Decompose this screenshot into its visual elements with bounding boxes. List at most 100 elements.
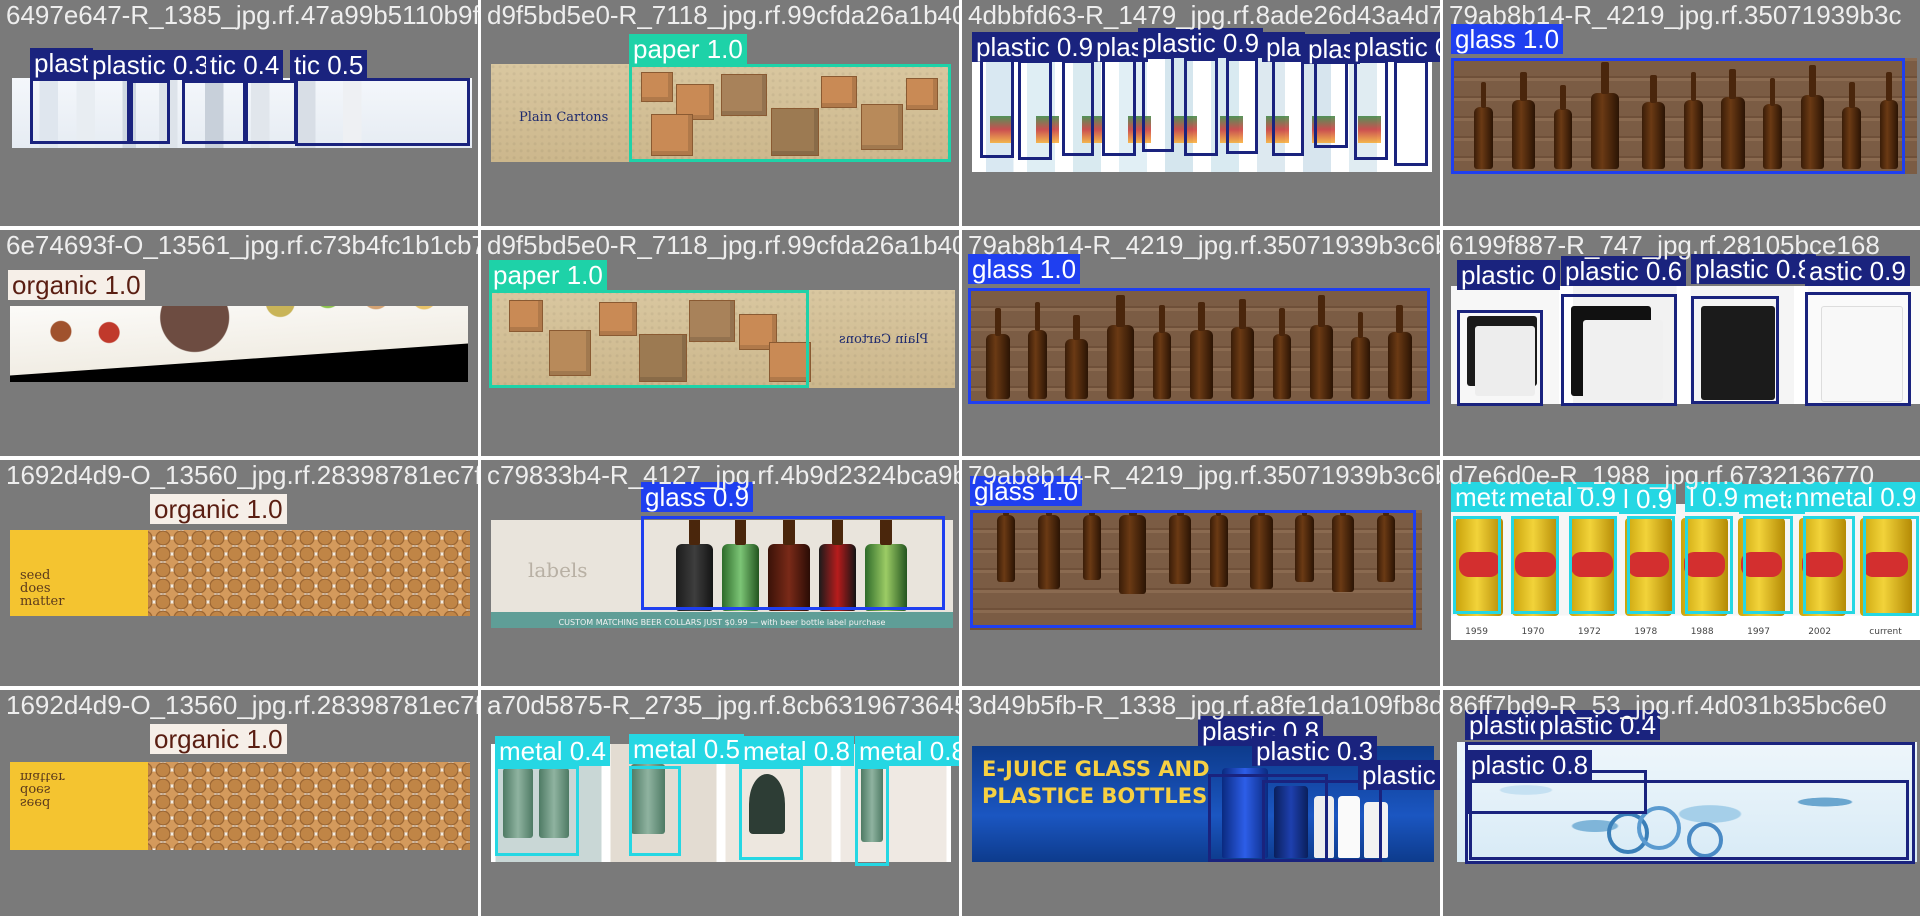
- photo-cartons: Plain Cartons: [491, 64, 951, 162]
- photo-ejuice-bottles: E-JUICE GLASS AND PLASTICE BOTTLES: [972, 746, 1434, 862]
- year-label: 2002: [1808, 627, 1832, 638]
- detection-label-organic: organic 1.0: [150, 724, 287, 754]
- detection-label-plastic: plastic 0.9: [1138, 28, 1264, 58]
- year-label: 1988: [1690, 627, 1714, 638]
- detection-label-glass: glass 1.0: [968, 254, 1081, 284]
- detection-box-glass: [970, 510, 1416, 628]
- detection-box-metal: [855, 766, 889, 866]
- seed-does-matter-text: seed does matter: [20, 769, 65, 810]
- image-filename: 6e74693f-O_13561_jpg.rf.c73b4fc1b1cb73db…: [6, 230, 478, 260]
- mosaic-tile: organic 1.0 6e74693f-O_13561_jpg.rf.c73b…: [0, 230, 478, 456]
- detection-label-glass: glass 0.9: [641, 482, 754, 512]
- mosaic-tile: glass 1.0 79ab8b14-R_4219_jpg.rf.3507193…: [962, 230, 1440, 456]
- detection-box-plastic: [1561, 294, 1677, 406]
- detection-box-metal: [1627, 516, 1675, 614]
- ejuice-headline: E-JUICE GLASS AND: [982, 757, 1210, 781]
- mosaic-tile: glass 1.0 79ab8b14-R_4219_jpg.rf.3507193…: [962, 460, 1440, 686]
- detection-box-metal: [629, 766, 681, 856]
- detection-box-plastic: [295, 78, 470, 146]
- detection-box-plastic: [1805, 292, 1911, 406]
- photo-squirt-cans: 1959 1970 1972 1978 1988 1997 2002 curre…: [1451, 504, 1920, 640]
- detection-label-plastic: plastic 0.: [1358, 760, 1440, 790]
- detection-box-glass: [968, 288, 1430, 404]
- detection-label-plastic: plastic 0.6: [1561, 256, 1687, 286]
- detection-label-paper: paper 1.0: [489, 260, 607, 290]
- image-filename: 6497e647-R_1385_jpg.rf.47a99b5110b9f59b5…: [6, 0, 478, 30]
- photo-plastic-bags: [1451, 286, 1920, 404]
- detection-label-plastic: tic 0.5: [290, 50, 368, 80]
- ejuice-headline: PLASTICE BOTTLES: [982, 784, 1208, 808]
- detection-box-plastic: [1142, 56, 1174, 152]
- detection-box-plastic: [245, 80, 297, 144]
- detection-label-metal: metal 0.8: [739, 736, 854, 766]
- image-filename: 79ab8b14-R_4219_jpg.rf.35071939b3c6b9f: [968, 230, 1440, 260]
- detection-box-plastic: [1354, 60, 1388, 160]
- detection-box-plastic: [1469, 780, 1909, 860]
- beer-collars-caption: CUSTOM MATCHING BEER COLLARS JUST $0.99 …: [558, 618, 886, 627]
- detection-label-plastic: plastic 0.4: [1535, 710, 1661, 740]
- plain-cartons-text: Plain Cartons: [519, 110, 609, 125]
- labels-word: labels: [527, 557, 588, 582]
- detection-label-plastic: pla: [1262, 32, 1305, 62]
- mosaic-tile: seed does matter organic 1.0 1692d4d9-O_…: [0, 690, 478, 916]
- detection-label-plastic: plastic 0.3: [1252, 736, 1378, 766]
- detection-label-plastic: tic 0.4: [206, 50, 284, 80]
- detection-box-plastic: [1184, 58, 1218, 156]
- detection-box-plastic: [980, 58, 1014, 158]
- photo-spices: [10, 306, 468, 382]
- photo-chickpeas: seed does matter: [10, 530, 470, 616]
- year-label: 1970: [1521, 627, 1545, 638]
- detection-box-plastic: [1018, 60, 1052, 160]
- detection-box-plastic: [1394, 60, 1428, 166]
- photo-beer-bottles: [968, 288, 1430, 404]
- detection-box-plastic: [1691, 296, 1779, 404]
- detection-box-metal: [1511, 516, 1559, 614]
- image-filename: 79ab8b14-R_4219_jpg.rf.35071939b3c6b9f: [968, 460, 1440, 490]
- detection-box-metal: [1863, 516, 1919, 616]
- image-filename: 86ff7bd9-R_53_jpg.rf.4d031b35bc6e0: [1449, 690, 1887, 720]
- image-filename: d9f5bd5e0-R_7118_jpg.rf.99cfda26a1b40a9b: [487, 0, 959, 30]
- year-label: 1959: [1465, 627, 1488, 638]
- detection-label-metal: metal 0.9: [1505, 482, 1620, 512]
- detection-box-plastic: [1314, 60, 1348, 148]
- detection-label-plastic: plastic 0.9: [972, 32, 1098, 62]
- detection-label-plastic: plastic: [1465, 710, 1547, 740]
- mosaic-tile: Plain Cartons paper 1.0 d9f5bd5e0-R_7118…: [481, 0, 959, 226]
- detection-box-paper: [629, 64, 951, 162]
- image-filename: c79833b4-R_4127_jpg.rf.4b9d2324bca9b0b8: [487, 460, 959, 490]
- mosaic-tile: plastic plastic 0.4 plastic 0.8 86ff7bd9…: [1443, 690, 1920, 916]
- plain-cartons-text: Plain Cartons: [839, 332, 929, 347]
- photo-chickpeas-flipped: seed does matter: [10, 762, 470, 850]
- year-label: 1997: [1747, 627, 1770, 638]
- mosaic-tile: labels CUSTOM MATCHING BEER COLLARS JUST…: [481, 460, 959, 686]
- mosaic-tile: 1959 1970 1972 1978 1988 1997 2002 curre…: [1443, 460, 1920, 686]
- detection-label-plastic: plastic 0: [1350, 32, 1440, 62]
- detection-box-metal: [1569, 516, 1617, 614]
- detection-box-plastic: [1062, 60, 1094, 156]
- detection-label-metal: metal 0.8: [855, 736, 959, 766]
- detection-label-plastic: plast: [30, 48, 93, 78]
- detection-box-metal: [495, 766, 579, 856]
- photo-beer-labels: labels CUSTOM MATCHING BEER COLLARS JUST…: [491, 520, 953, 628]
- detection-label-metal: nmetal 0.9: [1791, 482, 1920, 512]
- detection-label-organic: organic 1.0: [150, 494, 287, 524]
- image-filename: 6199f887-R_747_jpg.rf.28105bce168: [1449, 230, 1880, 260]
- detection-box-plastic: [1226, 58, 1258, 154]
- mosaic-tile: seed does matter organic 1.0 1692d4d9-O_…: [0, 460, 478, 686]
- image-filename: 3d49b5fb-R_1338_jpg.rf.a8fe1da109fb8d6f5…: [968, 690, 1440, 720]
- mosaic-tile: E-JUICE GLASS AND PLASTICE BOTTLES plast…: [962, 690, 1440, 916]
- photo-cartons-flipped: Plain Cartons: [489, 290, 955, 388]
- detection-label-glass: glass 1.0: [1451, 24, 1564, 54]
- detection-box-plastic: [182, 80, 246, 144]
- detection-label-organic: organic 1.0: [8, 270, 145, 300]
- mosaic-tile: glass 1.0 79ab8b14-R_4219_jpg.rf.3507193…: [1443, 0, 1920, 226]
- detection-label-plastic: plastic 0.8: [1691, 254, 1817, 284]
- detection-box-plastic: [130, 80, 170, 144]
- detection-label-metal: metal 0.4: [495, 736, 610, 766]
- detection-box-metal: [739, 766, 803, 860]
- detection-box-paper: [489, 290, 809, 388]
- detection-box-metal: [1453, 516, 1501, 614]
- detection-label-metal: l 0.9: [1685, 482, 1743, 512]
- year-label: 1978: [1634, 627, 1658, 638]
- detection-box-plastic: [30, 78, 130, 144]
